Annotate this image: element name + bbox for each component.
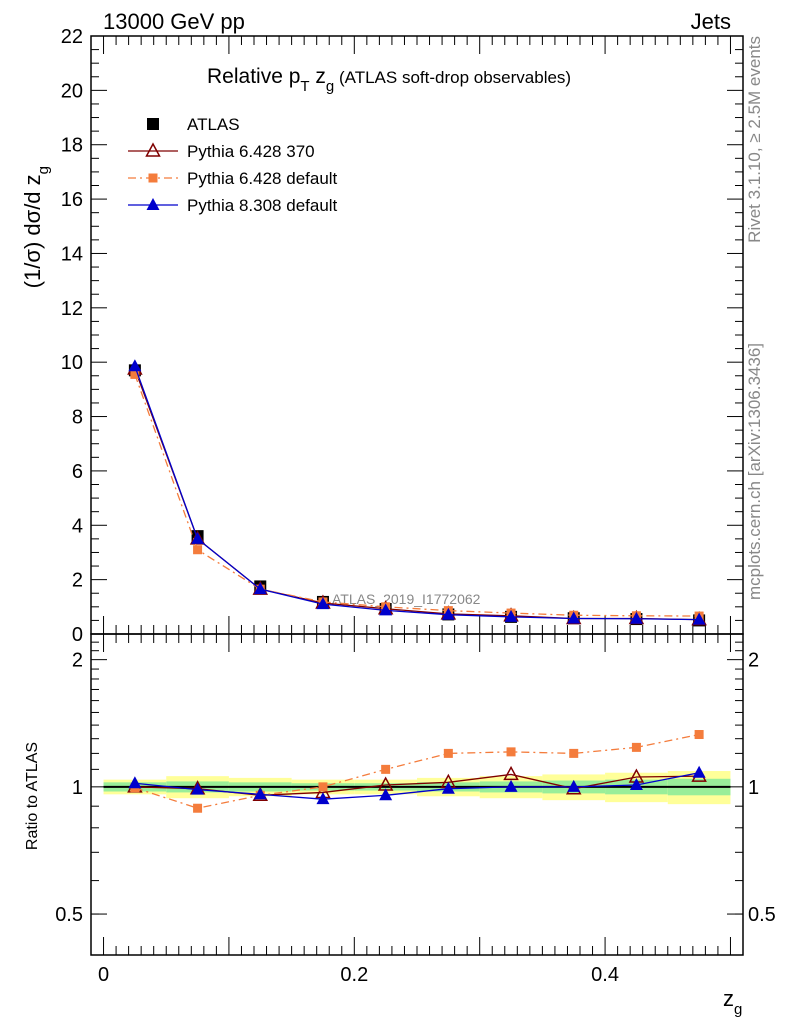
ratio-y-tick-label-right: 0.5: [748, 904, 776, 926]
legend: ATLAS Pythia 6.428 370 Pythia 6.428 defaul…: [128, 115, 338, 215]
ratio-y-tick-label-right: 1: [748, 777, 759, 799]
legend-marker-pythia-6-428-370: [145, 142, 161, 157]
ratio-point-pythia-6-428-default: [569, 748, 579, 758]
main-point-pythia-8-308-default: [567, 611, 581, 624]
ratio-point-pythia-8-308-default: [441, 781, 455, 794]
main-point-pythia-8-308-default: [379, 603, 393, 616]
legend-label-pythia-6-428-default: Pythia 6.428 default: [187, 169, 338, 188]
main-point-pythia-8-308-default: [629, 611, 643, 624]
main-line-pythia-8-308-default: [134, 366, 700, 621]
ratio-point-pythia-8-308-default: [379, 788, 393, 801]
ratio-point-pythia-6-428-default: [381, 764, 391, 774]
legend-marker-pythia-6-428-default: [148, 173, 158, 183]
analysis-watermark: ATLAS_2019_I1772062: [332, 591, 481, 607]
ratio-y-tick-label: 2: [72, 650, 83, 672]
main-y-tick-label: 22: [61, 26, 83, 48]
main-line-pythia-6-428-default: [134, 374, 700, 617]
main-y-tick-label: 8: [72, 407, 83, 429]
ratio-point-pythia-6-428-default: [193, 803, 203, 813]
main-y-tick-label: 16: [61, 189, 83, 211]
main-y-tick-label: 10: [61, 352, 83, 374]
main-point-pythia-8-308-default: [253, 582, 267, 595]
legend-marker-pythia-8-308-default: [146, 198, 160, 210]
ratio-point-pythia-8-308-default: [253, 787, 267, 800]
ratio-point-pythia-8-308-default: [692, 765, 706, 778]
ratio-line-pythia-6-428-default: [134, 733, 700, 809]
ratio-y-tick-label: 1: [72, 777, 83, 799]
ratio-y-tick-label-right: 2: [748, 650, 759, 672]
x-tick-label: 0: [98, 964, 109, 986]
main-y-tick-label: 12: [61, 298, 83, 320]
ratio-line-pythia-8-308-default: [134, 772, 700, 800]
mcplots-side-label: mcplots.cern.ch [arXiv:1306.3436]: [745, 343, 764, 600]
ratio-point-pythia-6-428-370: [503, 765, 519, 781]
data-series: [127, 359, 707, 813]
main-y-tick-label: 6: [72, 461, 83, 483]
plot-frames: [90, 35, 744, 956]
ratio-panel-frame: [90, 633, 744, 956]
main-point-pythia-8-308-default: [504, 609, 518, 622]
ratio-point-pythia-8-308-default: [191, 782, 205, 795]
main-y-axis-label: (1/σ) dσ/d zg: [20, 166, 52, 288]
ratio-point-pythia-6-428-default: [318, 782, 328, 792]
legend-marker-atlas: [147, 118, 159, 130]
main-plot-title: Relative pT zg (ATLAS soft-drop observab…: [207, 65, 571, 95]
x-axis-label: zg: [723, 986, 742, 1018]
ratio-point-pythia-6-428-default: [506, 747, 516, 757]
rivet-side-label: Rivet 3.1.10, ≥ 2.5M events: [745, 36, 764, 243]
ratio-point-pythia-8-308-default: [128, 776, 142, 789]
ratio-point-pythia-8-308-default: [567, 779, 581, 792]
ratio-point-pythia-8-308-default: [316, 792, 330, 805]
main-y-tick-label: 20: [61, 80, 83, 102]
main-y-tick-label: 4: [72, 515, 83, 537]
main-point-pythia-8-308-default: [128, 359, 142, 372]
header-left-label: 13000 GeV pp: [103, 9, 245, 34]
ratio-point-pythia-6-428-default: [694, 730, 704, 740]
main-point-pythia-8-308-default: [191, 531, 205, 544]
main-y-tick-label: 2: [72, 570, 83, 592]
main-point-pythia-6-428-default: [193, 545, 203, 555]
main-point-pythia-8-308-default: [441, 607, 455, 620]
main-point-pythia-8-308-default: [692, 612, 706, 625]
ratio-y-axis-label: Ratio to ATLAS: [24, 742, 41, 850]
x-tick-label: 0.4: [591, 964, 619, 986]
header-right-label: Jets: [691, 9, 731, 34]
main-point-pythia-6-428-default: [130, 369, 140, 379]
main-y-tick-label: 0: [72, 624, 83, 646]
legend-label-atlas: ATLAS: [187, 115, 240, 134]
legend-label-pythia-8-308-default: Pythia 8.308 default: [187, 196, 338, 215]
ratio-point-pythia-8-308-default: [504, 779, 518, 792]
legend-label-pythia-6-428-370: Pythia 6.428 370: [187, 142, 315, 161]
ratio-point-pythia-6-428-default: [443, 748, 453, 758]
main-point-pythia-8-308-default: [316, 597, 330, 610]
x-tick-label: 0.2: [340, 964, 368, 986]
ratio-point-pythia-6-428-default: [631, 742, 641, 752]
main-y-tick-label: 18: [61, 135, 83, 157]
main-y-tick-label: 14: [61, 243, 83, 265]
ratio-y-tick-label: 0.5: [55, 904, 83, 926]
ratio-point-pythia-8-308-default: [629, 778, 643, 791]
main-line-pythia-6-428-370: [134, 368, 700, 621]
